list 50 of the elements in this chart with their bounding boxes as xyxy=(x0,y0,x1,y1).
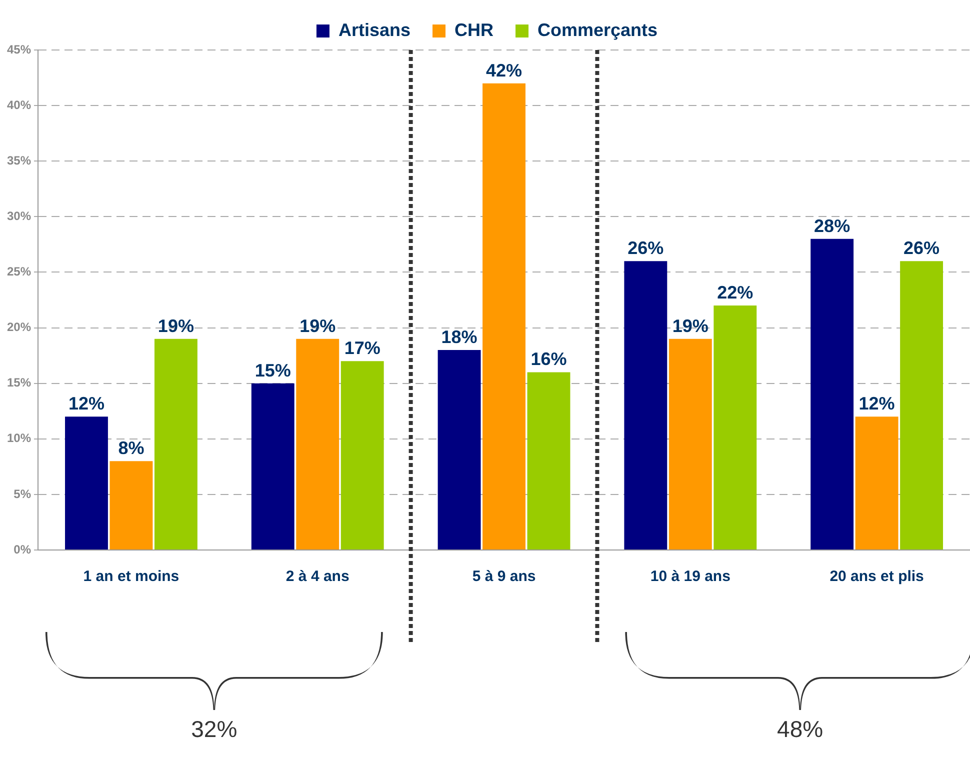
y-tick-label: 30% xyxy=(6,208,32,223)
bar xyxy=(65,416,108,550)
x-tick-label: 2 à 4 ans xyxy=(286,568,350,586)
data-label: 42% xyxy=(486,60,522,80)
y-tick-label: 35% xyxy=(6,153,32,168)
y-tick-label: 15% xyxy=(6,376,32,390)
bar xyxy=(296,338,340,550)
data-label: 16% xyxy=(530,349,567,370)
legend-label: Commerçants xyxy=(537,20,658,40)
data-label: 19% xyxy=(672,316,708,336)
bar xyxy=(900,261,944,550)
bar xyxy=(154,338,198,550)
y-tick-label: 0% xyxy=(14,542,32,556)
y-tick-label: 45% xyxy=(6,42,32,56)
text: 48% xyxy=(777,716,824,743)
data-label: 19% xyxy=(300,316,336,336)
x-tick-label: 10 à 19 ans xyxy=(650,568,730,586)
y-tick-label: 5% xyxy=(14,486,32,501)
data-label: 12% xyxy=(68,394,104,414)
data-label: 22% xyxy=(717,282,754,303)
bar xyxy=(110,461,153,550)
y-tick-label: 20% xyxy=(6,320,32,334)
bar xyxy=(624,261,668,550)
data-label: 19% xyxy=(158,316,194,336)
bar xyxy=(482,83,526,550)
legend-label: Artisans xyxy=(338,20,410,40)
bar xyxy=(668,338,712,550)
x-tick-label: 5 à 9 ans xyxy=(472,568,536,586)
bar xyxy=(810,238,854,550)
bar xyxy=(438,350,481,550)
data-label: 18% xyxy=(441,326,478,347)
x-tick-label: 1 an et moins xyxy=(83,568,180,586)
data-label: 26% xyxy=(904,238,940,258)
text: 32% xyxy=(191,716,238,743)
legend-label: CHR xyxy=(454,20,494,40)
x-tick-label: 20 ans et plis xyxy=(830,568,924,586)
bar xyxy=(251,383,294,550)
data-label: 26% xyxy=(628,238,664,258)
y-tick-label: 25% xyxy=(6,264,32,279)
bar xyxy=(340,361,384,550)
bar xyxy=(855,416,898,550)
data-label: 17% xyxy=(344,338,380,358)
data-label: 28% xyxy=(814,216,850,236)
bar xyxy=(714,306,757,550)
data-label: 15% xyxy=(254,360,291,380)
data-label: 8% xyxy=(118,438,144,458)
y-tick-label: 10% xyxy=(6,431,32,446)
y-tick-label: 40% xyxy=(6,98,32,112)
data-label: 12% xyxy=(858,394,895,414)
bar xyxy=(527,372,570,550)
